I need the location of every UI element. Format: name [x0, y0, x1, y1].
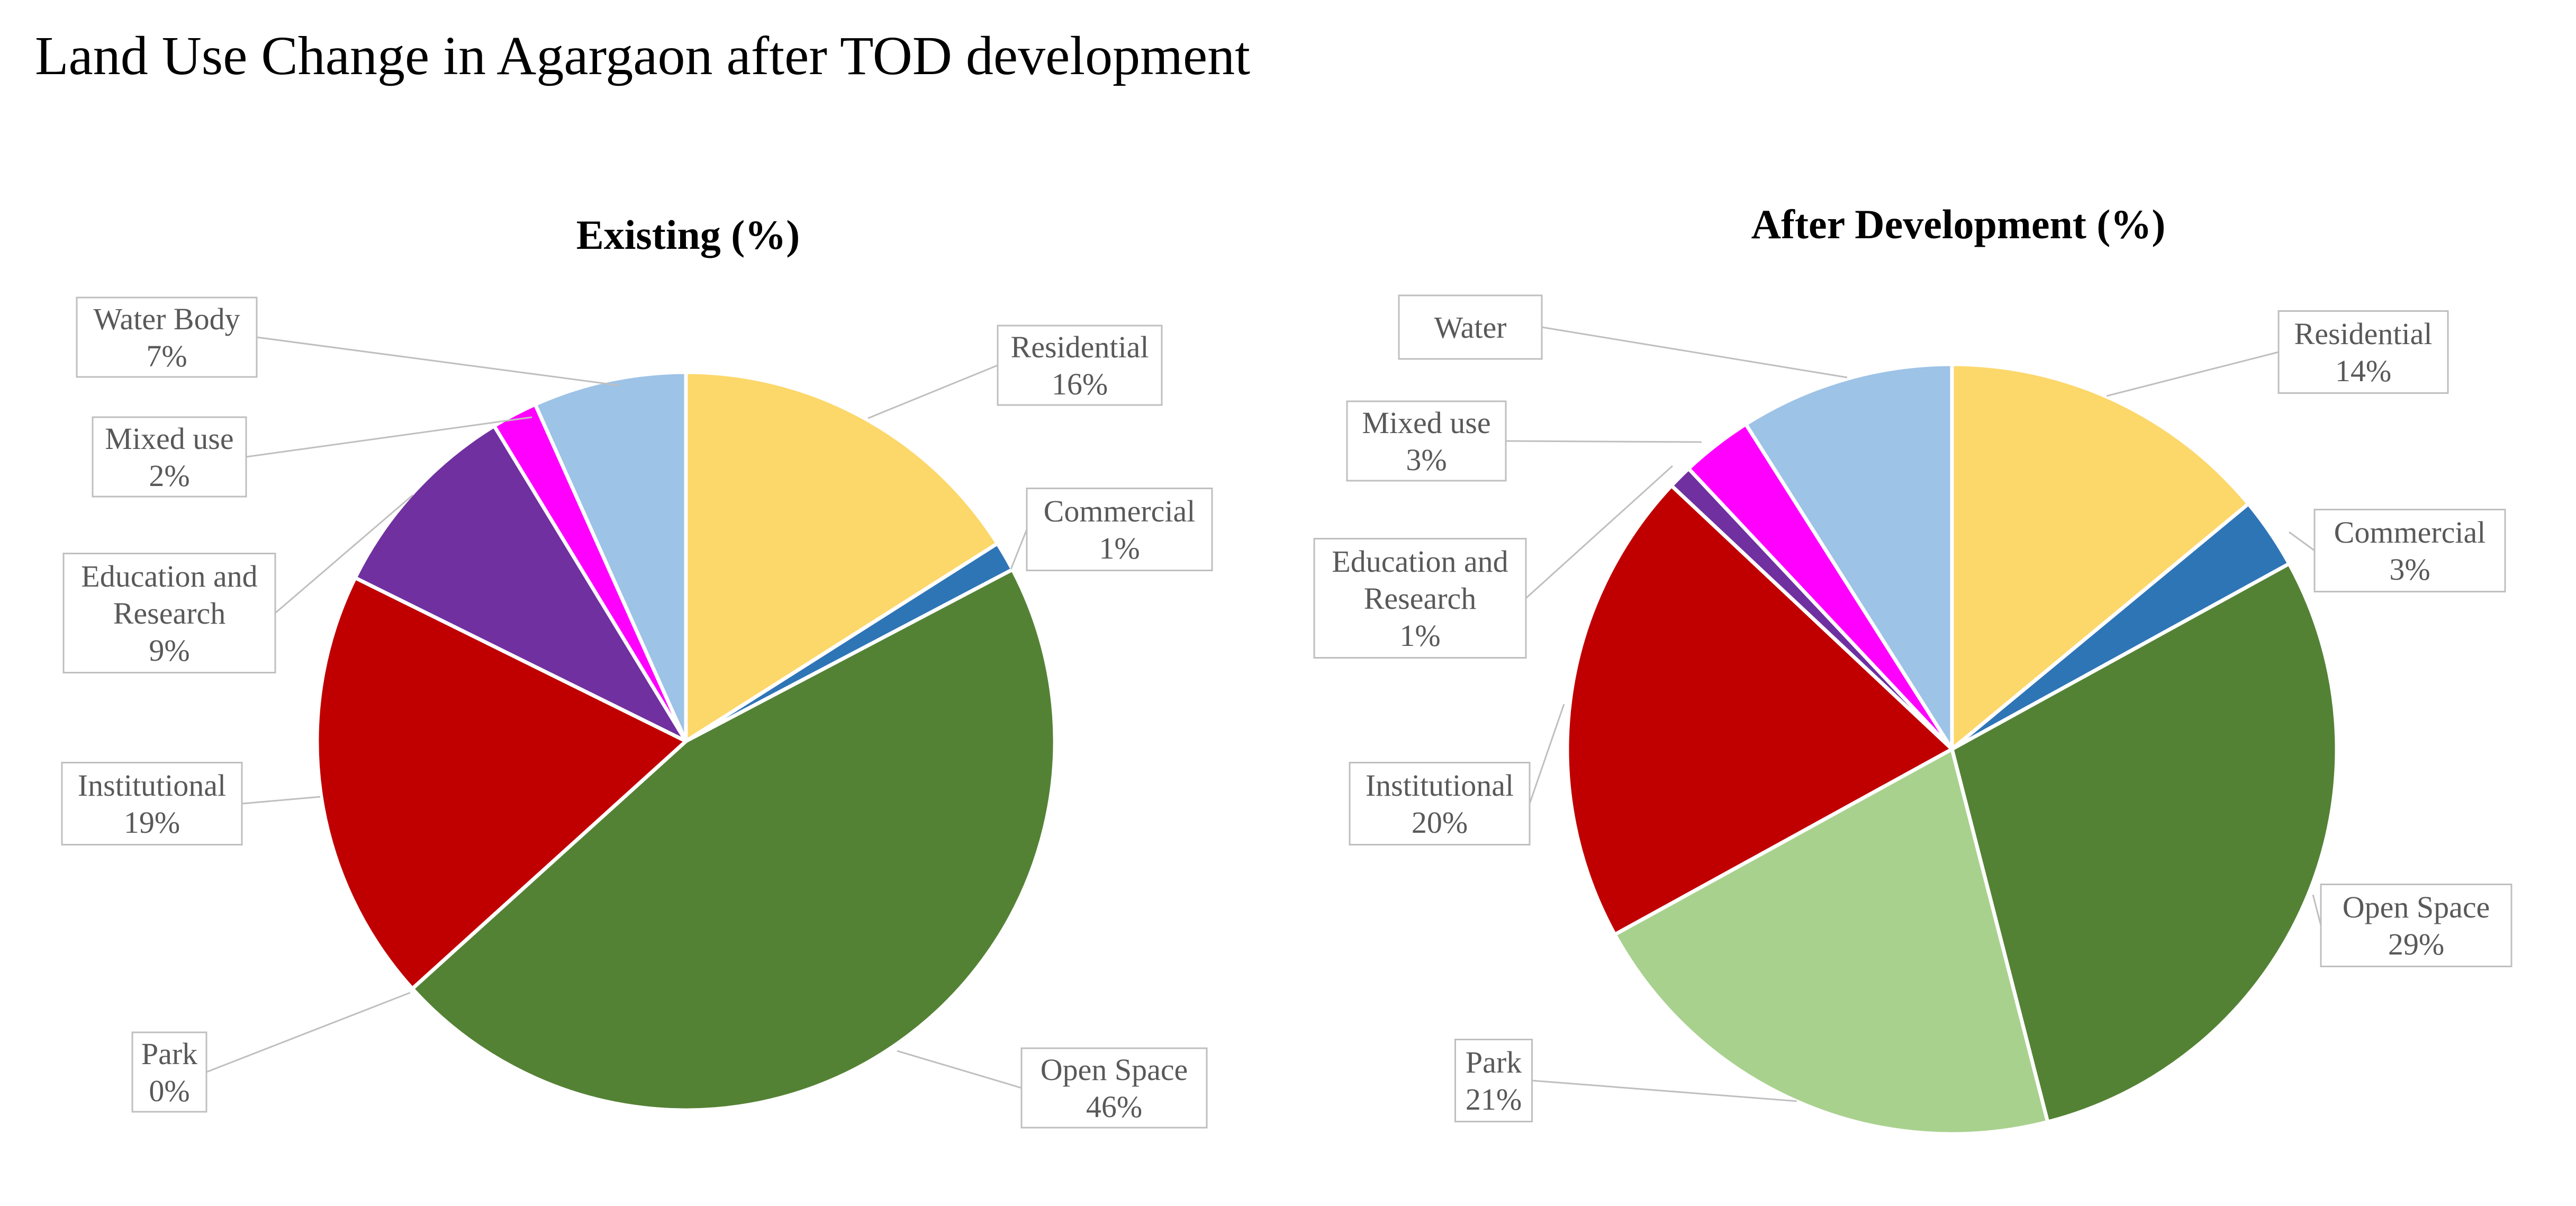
category-label-education-and-research: Research	[1364, 581, 1477, 616]
label-box-commercial	[2313, 509, 2506, 592]
pie-title-existing: Existing (%)	[576, 212, 800, 258]
leader-line-park	[206, 992, 411, 1073]
value-label-commercial: 1%	[1099, 531, 1140, 565]
category-label-mixed-use: Mixed use	[105, 421, 233, 456]
category-label-water-body: Water Body	[93, 302, 240, 336]
label-box-residential	[2277, 310, 2449, 394]
category-label-open-space: Open Space	[1041, 1052, 1188, 1087]
label-box-open-space	[2320, 884, 2512, 967]
value-label-water-body: 7%	[146, 339, 187, 373]
leader-line-mixed-use	[1505, 440, 1702, 443]
value-label-institutional: 19%	[124, 805, 180, 840]
slice-residential	[684, 370, 999, 743]
category-label-water: Water	[1434, 310, 1506, 345]
slice-education-and-research	[353, 424, 688, 743]
value-label-residential: 16%	[1052, 367, 1108, 401]
value-label-park: 21%	[1466, 1082, 1522, 1117]
label-box-commercial	[1026, 488, 1213, 571]
value-label-education-and-research: 1%	[1399, 618, 1440, 653]
label-box-education-and-research	[1313, 538, 1527, 659]
value-label-open-space: 46%	[1086, 1090, 1142, 1124]
category-label-commercial: Commercial	[1044, 494, 1196, 528]
label-box-open-space	[1020, 1047, 1208, 1129]
leader-line-water-body	[256, 336, 620, 386]
slice-park	[1613, 747, 2050, 1136]
slice-residential	[1950, 362, 2250, 751]
category-label-residential: Residential	[1011, 330, 1149, 364]
leader-line-residential	[2106, 351, 2279, 397]
category-label-commercial: Commercial	[2334, 515, 2486, 550]
pie-title-after: After Development (%)	[1751, 201, 2166, 247]
value-label-residential: 14%	[2335, 354, 2391, 388]
value-label-mixed-use: 3%	[1406, 443, 1447, 477]
category-label-education-and-research: Education and	[1332, 544, 1508, 579]
category-label-mixed-use: Mixed use	[1362, 406, 1490, 440]
main-title: Land Use Change in Agargaon after TOD de…	[35, 25, 1250, 86]
leader-line-mixed-use	[246, 416, 532, 458]
category-label-open-space: Open Space	[2343, 890, 2490, 924]
label-box-institutional	[61, 762, 243, 845]
label-box-park	[1454, 1039, 1533, 1122]
category-label-park: Park	[1466, 1045, 1522, 1079]
category-label-institutional: Institutional	[78, 768, 226, 803]
category-label-education-and-research: Research	[113, 596, 226, 631]
leader-line-open-space	[2312, 894, 2322, 926]
label-box-water	[1398, 294, 1543, 360]
category-label-education-and-research: Education and	[81, 559, 257, 593]
label-box-mixed-use	[1346, 400, 1507, 482]
leader-line-commercial	[2289, 531, 2315, 552]
leader-line-education-and-research	[275, 494, 413, 614]
category-label-institutional: Institutional	[1366, 768, 1514, 803]
label-box-residential	[997, 325, 1163, 406]
label-box-mixed-use	[92, 416, 247, 498]
leader-line-education-and-research	[1525, 465, 1674, 599]
slice-institutional	[315, 575, 688, 991]
slice-open-space	[410, 568, 1057, 1112]
value-label-park: 0%	[149, 1074, 189, 1108]
label-box-water-body	[76, 296, 258, 378]
label-box-institutional	[1349, 762, 1531, 845]
leader-line-commercial	[1010, 529, 1028, 570]
slice-open-space	[1950, 562, 2339, 1124]
value-label-education-and-research: 9%	[149, 633, 189, 668]
value-label-institutional: 20%	[1412, 805, 1468, 840]
category-label-park: Park	[141, 1037, 197, 1071]
leader-line-institutional	[1529, 704, 1565, 804]
leader-line-park	[1532, 1079, 1797, 1102]
slice-water	[1743, 362, 1954, 751]
value-label-commercial: 3%	[2389, 552, 2430, 587]
data-label-water: Water	[1398, 294, 1848, 379]
slice-institutional	[1565, 483, 1954, 937]
leader-line-open-space	[897, 1050, 1022, 1089]
label-box-park	[131, 1031, 207, 1113]
leader-line-water	[1541, 326, 1848, 379]
value-label-open-space: 29%	[2388, 927, 2444, 961]
slice-water-body	[533, 370, 688, 743]
label-box-education-and-research	[62, 553, 276, 673]
value-label-mixed-use: 2%	[149, 458, 189, 493]
leader-line-residential	[867, 364, 998, 419]
leader-line-institutional	[241, 796, 321, 805]
category-label-residential: Residential	[2294, 317, 2433, 351]
